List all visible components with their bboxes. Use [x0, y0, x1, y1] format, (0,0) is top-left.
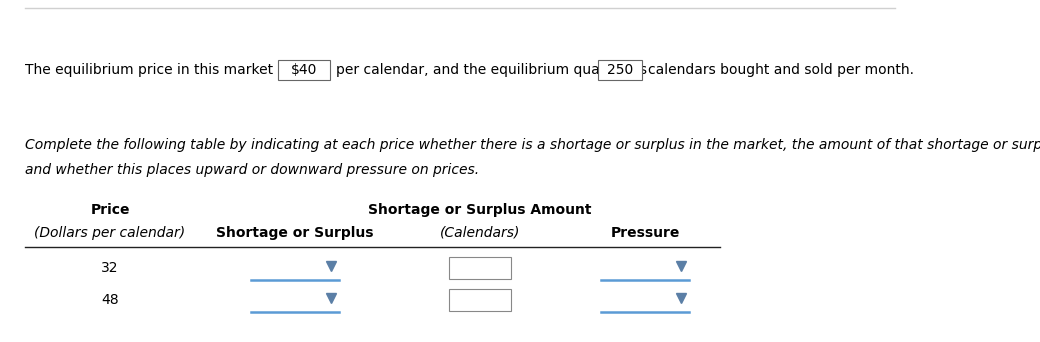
- Text: 48: 48: [101, 293, 119, 307]
- Text: $40: $40: [291, 63, 317, 77]
- Text: per calendar, and the equilibrium quantity is: per calendar, and the equilibrium quanti…: [336, 63, 647, 77]
- Text: calendars bought and sold per month.: calendars bought and sold per month.: [648, 63, 914, 77]
- Text: and whether this places upward or downward pressure on prices.: and whether this places upward or downwa…: [25, 163, 479, 177]
- Text: (Calendars): (Calendars): [440, 226, 520, 240]
- Bar: [278, 60, 330, 80]
- Text: Price: Price: [90, 203, 130, 217]
- Text: Shortage or Surplus: Shortage or Surplus: [216, 226, 373, 240]
- Text: (Dollars per calendar): (Dollars per calendar): [34, 226, 185, 240]
- Text: 250: 250: [607, 63, 633, 77]
- Text: The equilibrium price in this market is: The equilibrium price in this market is: [25, 63, 288, 77]
- Text: 32: 32: [101, 261, 119, 275]
- Bar: [449, 289, 511, 311]
- Text: Pressure: Pressure: [610, 226, 680, 240]
- Bar: [598, 60, 642, 80]
- Text: Shortage or Surplus Amount: Shortage or Surplus Amount: [368, 203, 592, 217]
- Bar: [449, 257, 511, 279]
- Text: Complete the following table by indicating at each price whether there is a shor: Complete the following table by indicati…: [25, 138, 1040, 152]
